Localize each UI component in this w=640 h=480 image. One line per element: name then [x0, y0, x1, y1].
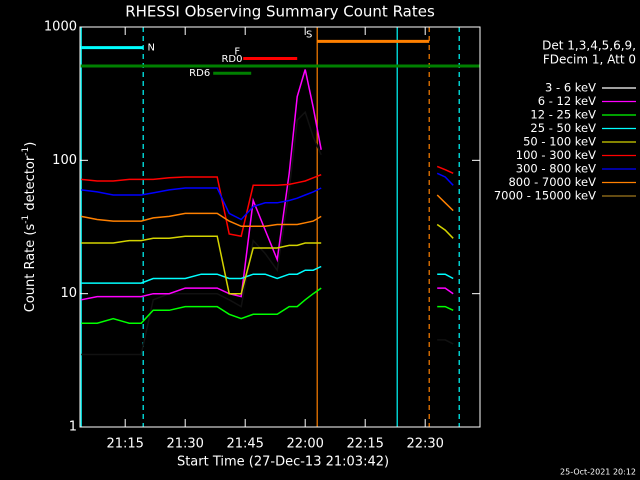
series-line: [81, 223, 454, 295]
legend-label: 300 - 800 keV: [516, 162, 596, 176]
status-label: RD0: [221, 54, 242, 65]
x-axis-label: Start Time (27-Dec-13 21:03:42): [177, 455, 389, 470]
legend-header: Det 1,3,4,5,6,9,: [542, 39, 636, 53]
y-axis-label: Count Rate (s-1 detector-1): [21, 142, 38, 313]
x-tick-label: 22:15: [346, 437, 383, 452]
status-label: RD6: [189, 68, 210, 79]
legend-label: 3 - 6 keV: [545, 81, 596, 95]
y-label-part: detector: [23, 155, 38, 215]
series-line: [81, 110, 454, 356]
legend-label: 6 - 12 keV: [538, 94, 596, 108]
y-tick-label: 100: [52, 153, 77, 168]
x-tick-label: 22:30: [406, 437, 443, 452]
legend-label: 100 - 300 keV: [516, 148, 596, 162]
series-line: [81, 165, 454, 238]
plot-frame: [79, 26, 481, 428]
series-line: [81, 287, 454, 324]
y-tick-label: 1000: [44, 20, 77, 35]
y-label-part: ): [23, 142, 38, 147]
x-tick-label: 21:15: [106, 437, 143, 452]
status-label: F: [234, 47, 240, 58]
footer: 25-Oct-2021 20:12: [560, 468, 636, 477]
series-line: [81, 172, 454, 221]
series-line: [81, 265, 454, 284]
series-line: [81, 194, 454, 228]
legend-label: 7000 - 15000 keV: [494, 189, 596, 203]
x-tick-label: 22:00: [286, 437, 323, 452]
legend-label: 800 - 7000 keV: [508, 175, 596, 189]
status-label: N: [147, 43, 154, 54]
legend-label: 12 - 25 keV: [530, 108, 596, 122]
legend-label: 50 - 100 keV: [523, 135, 596, 149]
y-label-part: Count Rate (s: [23, 224, 38, 313]
series-line: [81, 69, 454, 301]
y-tick-label: 10: [60, 286, 77, 301]
y-label-part: -1: [21, 147, 31, 156]
x-tick-label: 21:30: [166, 437, 203, 452]
x-tick-label: 21:45: [226, 437, 263, 452]
legend-label: 25 - 50 keV: [530, 121, 596, 135]
legend-header: FDecim 1, Att 0: [543, 53, 636, 67]
chart-title: RHESSI Observing Summary Count Rates: [125, 3, 435, 21]
y-label-part: -1: [21, 215, 31, 224]
y-tick-label: 1: [69, 420, 77, 435]
status-label: S: [306, 29, 312, 40]
